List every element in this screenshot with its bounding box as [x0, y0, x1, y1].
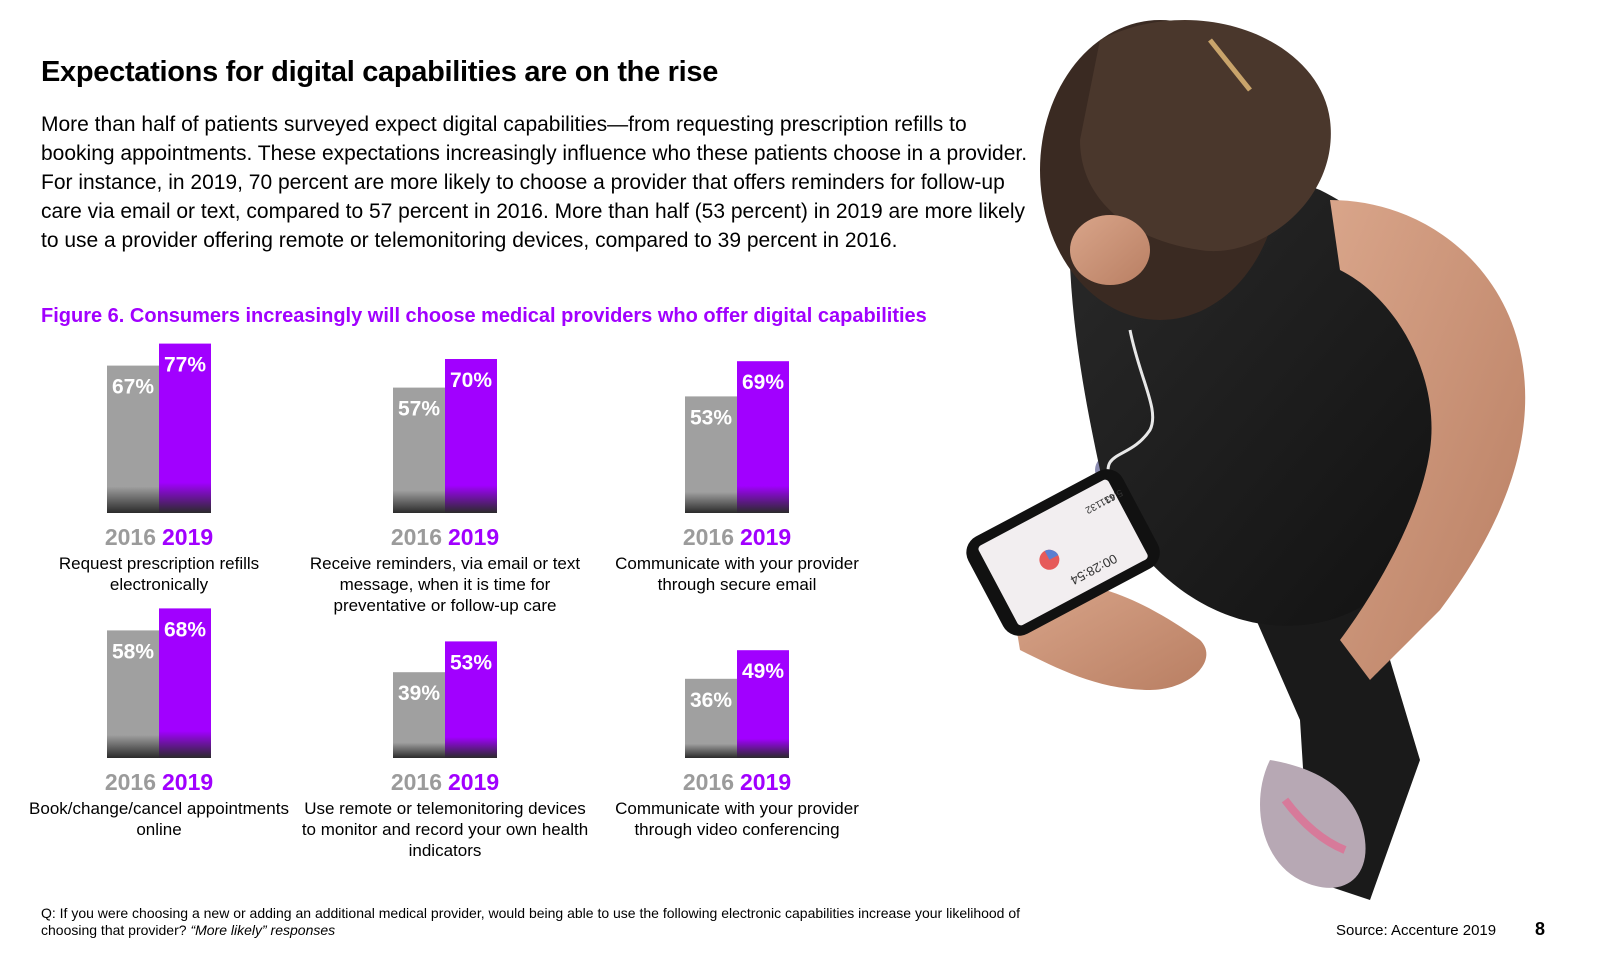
- bar-2019: [737, 361, 789, 513]
- bar-chart: 58% 2016 68% 2019: [105, 608, 213, 795]
- year-label-2019: 2019: [740, 769, 791, 795]
- bar-chart: 36% 2016 49% 2019: [683, 650, 791, 795]
- chart-caption: Book/change/cancel appointments online: [29, 799, 289, 839]
- bar-2016: [685, 396, 737, 513]
- data-label-2016: 36%: [690, 689, 732, 712]
- year-label-2016: 2016: [105, 769, 156, 795]
- figure-title: Figure 6. Consumers increasingly will ch…: [41, 305, 927, 327]
- chart-caption: Communicate with your provider through v…: [615, 799, 859, 839]
- bar-2019: [737, 650, 789, 758]
- chart-caption: Use remote or telemonitoring devices to …: [301, 799, 589, 860]
- bar-2016: [685, 678, 737, 758]
- year-label-2019: 2019: [740, 524, 791, 550]
- year-label-2016: 2016: [683, 524, 734, 550]
- chart-panel: 58% 2016 68% 2019 Book/change/cancel appoint…: [14, 585, 304, 839]
- data-label-2019: 49%: [742, 660, 784, 683]
- phone-screen: [978, 479, 1148, 626]
- bar-2016: [107, 365, 159, 513]
- bar-2019: [159, 608, 211, 758]
- bar-2019: [445, 641, 497, 758]
- bar-2016: [393, 387, 445, 513]
- intro-paragraph: More than half of patients surveyed expe…: [41, 113, 1028, 252]
- chart-panel: 53% 2016 69% 2019 Communicate with your prov…: [592, 340, 882, 594]
- data-label-2019: 77%: [164, 354, 206, 377]
- data-label-2016: 67%: [112, 376, 154, 399]
- data-label-2019: 70%: [450, 369, 492, 392]
- year-label-2016: 2016: [391, 524, 442, 550]
- chart-panel: 39% 2016 53% 2019 Use remote or telemonitori…: [300, 585, 590, 860]
- shoe-shape: [1260, 760, 1366, 888]
- chart-caption: Communicate with your provider through s…: [615, 554, 859, 594]
- year-label-2019: 2019: [162, 769, 213, 795]
- chart-caption: Receive reminders, via email or text mes…: [309, 554, 581, 615]
- data-label-2016: 53%: [690, 406, 732, 429]
- year-label-2019: 2019: [448, 524, 499, 550]
- bar-2019: [159, 343, 211, 513]
- bar-chart: 39% 2016 53% 2019: [391, 641, 499, 795]
- data-label-2019: 68%: [164, 618, 206, 641]
- year-label-2019: 2019: [448, 769, 499, 795]
- year-label-2016: 2016: [105, 524, 156, 550]
- data-label-2016: 58%: [112, 640, 154, 663]
- bar-2016: [107, 630, 159, 758]
- bar-2019: [445, 359, 497, 513]
- year-label-2019: 2019: [162, 524, 213, 550]
- page-title: Expectations for digital capabilities ar…: [41, 56, 719, 88]
- chart-panel: 57% 2016 70% 2019 Receive reminders, via ema…: [300, 340, 590, 615]
- data-label-2019: 69%: [742, 371, 784, 394]
- bar-chart: 67% 2016 77% 2019: [105, 343, 213, 550]
- year-label-2016: 2016: [391, 769, 442, 795]
- bar-chart: 53% 2016 69% 2019: [683, 361, 791, 550]
- chart-panel: 36% 2016 49% 2019 Communicate with your prov…: [592, 585, 882, 839]
- bar-2016: [393, 672, 445, 758]
- year-label-2016: 2016: [683, 769, 734, 795]
- data-label-2019: 53%: [450, 651, 492, 674]
- arm-shape: [1330, 200, 1526, 680]
- footnote-emphasis: “More likely” responses: [190, 922, 336, 938]
- footnote: Q: If you were choosing a new or adding …: [41, 905, 1041, 939]
- source-note: Source: Accenture 2019: [1336, 922, 1497, 939]
- data-label-2016: 57%: [398, 398, 440, 421]
- page-number: 8: [1535, 919, 1546, 939]
- footnote-question: Q: If you were choosing a new or adding …: [41, 905, 1021, 938]
- woman-with-phone-photo: 00:28:54 132 431 5.61: [966, 19, 1526, 900]
- chart-caption: Request prescription refills electronica…: [58, 554, 260, 594]
- data-label-2016: 39%: [398, 682, 440, 705]
- bar-chart: 57% 2016 70% 2019: [391, 359, 499, 550]
- chart-panel: 67% 2016 77% 2019 Request prescription refil…: [14, 340, 304, 594]
